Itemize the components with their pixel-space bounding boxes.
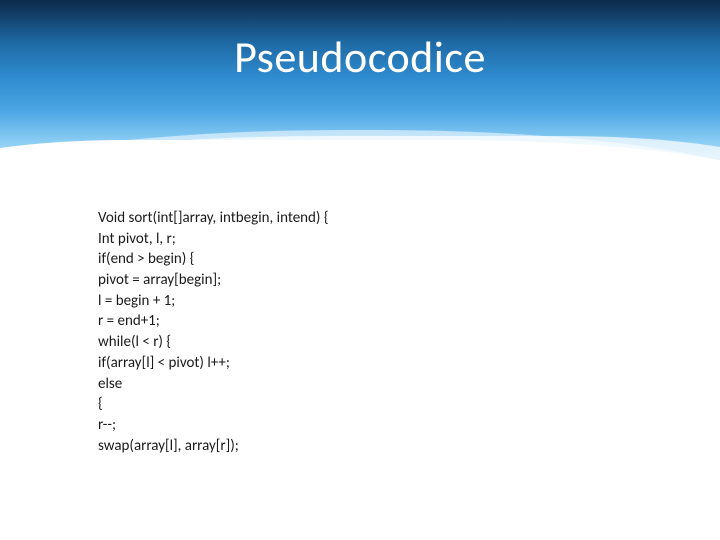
pseudocode-block: Void sort(int[]array, intbegin, intend) … — [98, 208, 618, 456]
slide: Pseudocodice Void sort(int[]array, intbe… — [0, 0, 720, 540]
title-band: Pseudocodice — [0, 0, 720, 172]
slide-title: Pseudocodice — [0, 0, 720, 84]
